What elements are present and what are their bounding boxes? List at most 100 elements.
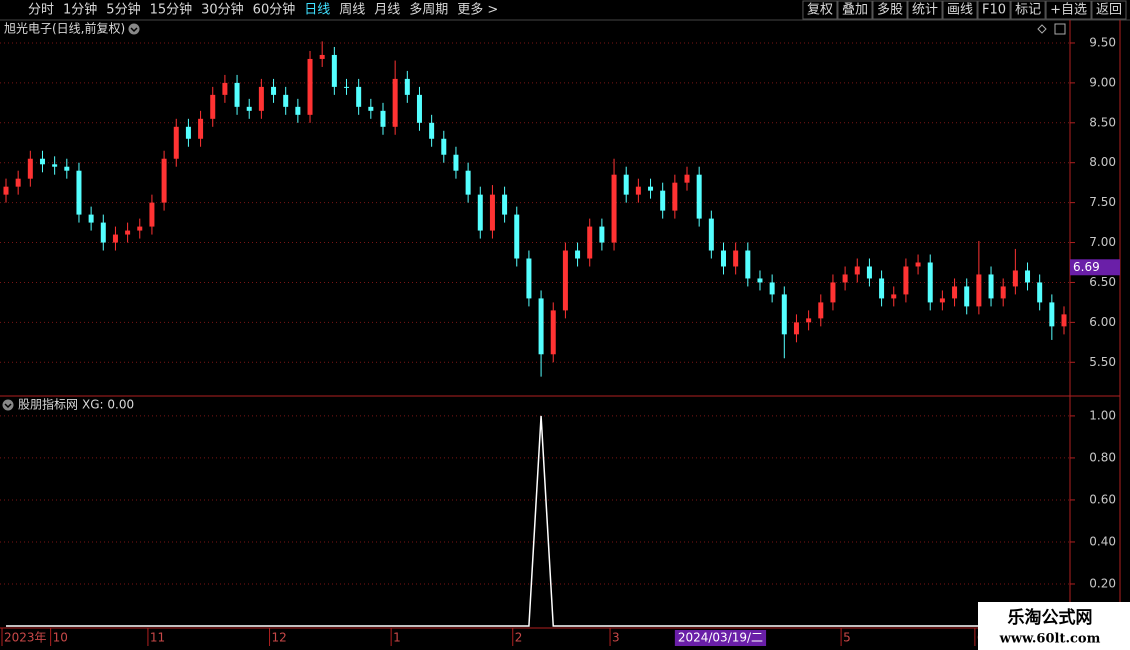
candle-body: [842, 274, 848, 283]
toolbar-button[interactable]: 返回: [1096, 3, 1122, 18]
candle-body: [416, 94, 422, 123]
title-menu-icon[interactable]: [128, 23, 140, 35]
toolbar-tab[interactable]: 周线: [339, 3, 365, 18]
window-icon[interactable]: [1054, 23, 1066, 35]
toolbar-tab[interactable]: 1分钟: [63, 2, 97, 18]
candle-body: [1012, 270, 1018, 287]
toolbar-tab[interactable]: 30分钟: [201, 2, 244, 18]
last-price-box: [1070, 259, 1120, 276]
x-tick-label: 10: [53, 631, 68, 645]
toolbar-tab[interactable]: 分时: [28, 3, 54, 18]
y-tick-label: 8.50: [1089, 115, 1116, 129]
candle-body: [15, 178, 21, 187]
candle-body: [356, 86, 362, 107]
toolbar-button[interactable]: 多股: [877, 2, 903, 18]
candle-body: [344, 86, 350, 88]
candle-body: [806, 318, 812, 323]
candle-body: [866, 266, 872, 279]
candle-body: [489, 194, 495, 231]
candle-body: [64, 166, 70, 171]
toolbar-tab[interactable]: 15分钟: [150, 2, 193, 18]
chart-title: 旭光电子(日线,前复权): [4, 21, 125, 36]
candle-body: [757, 278, 763, 283]
toolbar-button-frame: [802, 0, 838, 20]
indicator-menu-icon[interactable]: [2, 399, 14, 411]
chevron: [130, 27, 138, 33]
chevron: [4, 403, 12, 409]
candle-body: [538, 298, 544, 355]
candle-body: [684, 174, 690, 183]
candle-body: [185, 126, 191, 139]
toolbar-tab[interactable]: 日线: [304, 3, 330, 18]
candle-body: [380, 110, 386, 127]
candle-body: [587, 226, 593, 259]
candle-body: [112, 234, 118, 243]
toolbar-button[interactable]: 复权: [807, 2, 833, 18]
candle-body: [915, 262, 921, 267]
watermark: 乐淘公式网 www.60lt.com: [978, 602, 1130, 650]
toolbar-button[interactable]: +自选: [1050, 3, 1087, 18]
candle-body: [234, 82, 240, 107]
candle-body: [283, 94, 289, 107]
diamond-icon[interactable]: [1037, 24, 1047, 34]
toolbar-button-frame: [1091, 0, 1127, 20]
toolbar-tab[interactable]: 多周期: [409, 2, 448, 18]
x-tick-label: 5: [843, 631, 851, 645]
toolbar-button[interactable]: 叠加: [842, 3, 868, 18]
toolbar-button-frame: [837, 0, 873, 20]
candle-body: [781, 294, 787, 335]
candle-body: [88, 214, 94, 223]
toolbar-tab[interactable]: 60分钟: [253, 2, 296, 18]
candle-body: [502, 194, 508, 215]
toolbar-tab[interactable]: 更多 >: [457, 2, 498, 18]
toolbar-button[interactable]: 标记: [1015, 3, 1041, 18]
candle-body: [1049, 302, 1055, 327]
candle-body: [879, 278, 885, 299]
candle-body: [623, 174, 629, 195]
candle-body: [793, 322, 799, 335]
x-tick-label: 12: [272, 631, 287, 645]
candle-body: [672, 182, 678, 211]
y-tick-label: 6.00: [1089, 315, 1116, 329]
candle-body: [769, 282, 775, 295]
candle-body: [319, 54, 325, 59]
x-tick-label: 2023年: [4, 631, 47, 645]
candle-body: [52, 164, 58, 167]
candle-body: [271, 86, 277, 95]
candle-body: [514, 214, 520, 259]
candle-body: [635, 186, 641, 195]
toolbar-button-frame: [872, 0, 908, 20]
toolbar-tab[interactable]: 月线: [374, 3, 400, 18]
candle-body: [258, 86, 264, 111]
candle-body: [39, 158, 45, 165]
candle-body: [149, 202, 155, 227]
last-price-label: 6.69: [1073, 260, 1100, 274]
indicator-line: [6, 415, 1064, 627]
candle-body: [696, 174, 702, 219]
candle-body: [1025, 270, 1031, 283]
candle-body: [952, 286, 958, 299]
candle-body: [1061, 314, 1067, 327]
y-tick-label: 0.80: [1089, 450, 1116, 464]
candle-body: [575, 250, 581, 259]
y-tick-label: 9.00: [1089, 75, 1116, 89]
y-tick-label: 7.00: [1089, 235, 1116, 249]
toolbar-tab[interactable]: 5分钟: [106, 2, 140, 18]
toolbar-button[interactable]: 画线: [947, 3, 973, 18]
watermark-url: www.60lt.com: [999, 632, 1101, 647]
candle-body: [854, 266, 860, 275]
candle-body: [246, 106, 252, 111]
candle-body: [939, 298, 945, 303]
candle-body: [465, 170, 471, 195]
candle-body: [818, 302, 824, 319]
candle-body: [210, 94, 216, 119]
toolbar-button[interactable]: F10: [982, 3, 1006, 18]
candle-body: [733, 250, 739, 267]
candle-body: [161, 158, 167, 203]
candle-body: [891, 294, 897, 299]
candle-body: [477, 194, 483, 231]
toolbar-button[interactable]: 统计: [912, 3, 938, 18]
toolbar-button-frame: [977, 0, 1011, 20]
